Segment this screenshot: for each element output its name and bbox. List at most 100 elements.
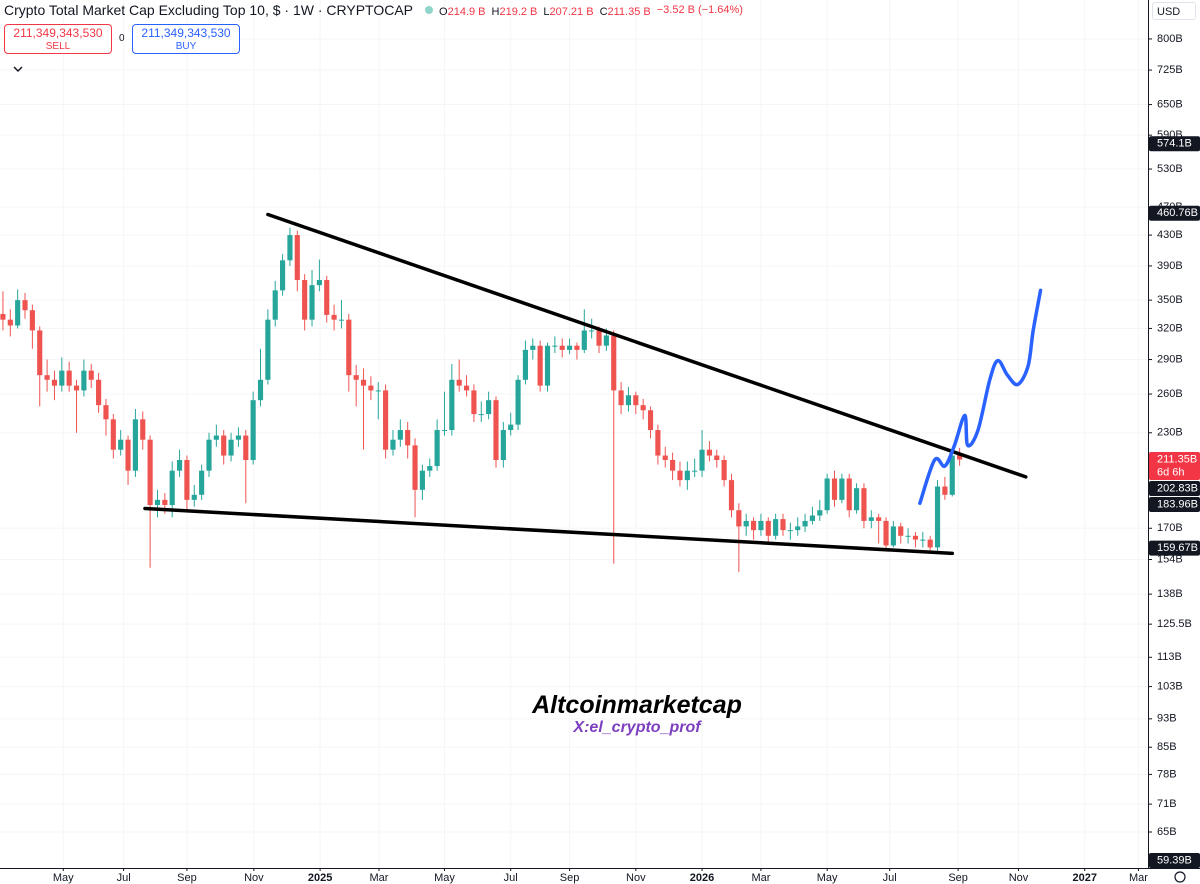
y-tick-label: 154B — [1157, 553, 1183, 565]
candle-body — [125, 439, 131, 471]
candle-body — [324, 280, 330, 315]
candle-body — [427, 466, 433, 471]
candle-body — [51, 379, 58, 386]
candle-body — [213, 435, 219, 440]
candle-body — [29, 310, 35, 331]
candle-body — [383, 390, 389, 450]
candle-body — [15, 300, 21, 326]
candle-body — [257, 379, 264, 401]
candle-body — [221, 435, 227, 456]
y-tick-label: 230B — [1157, 427, 1183, 439]
candle-body — [397, 430, 403, 440]
ohlc-key: O — [439, 5, 448, 18]
candle-body — [728, 480, 735, 511]
y-tick-label: 530B — [1157, 163, 1183, 175]
x-tick-label: 2026 — [690, 872, 714, 884]
y-tick-label: 103B — [1157, 680, 1183, 692]
candle-body — [235, 435, 242, 440]
candle-body — [434, 430, 440, 467]
axes: 800B725B650B590B530B470B430B390B350B320B… — [53, 33, 1192, 884]
grid — [0, 0, 1148, 868]
candle-body — [589, 330, 595, 332]
candle-body — [699, 449, 705, 471]
price-tag — [1149, 205, 1200, 221]
ohlc-legend: O214.9 B H219.2 B L207.21 B C211.35 B — [439, 3, 657, 18]
y-tick-label: 725B — [1157, 64, 1183, 76]
x-tick-label: May — [817, 872, 838, 884]
candle-body — [390, 439, 396, 450]
candle-body — [353, 375, 359, 380]
candle-body — [736, 510, 742, 527]
candle-body — [949, 455, 955, 495]
chart-title: Crypto Total Market Cap Excluding Top 10… — [4, 2, 414, 18]
candle-body — [162, 499, 168, 505]
x-tick-label: Jul — [504, 872, 518, 884]
candle-body — [441, 430, 448, 432]
ohlc-key: H — [491, 5, 500, 18]
y-tick-label: 800B — [1157, 33, 1183, 45]
candle-body — [375, 390, 381, 392]
candle-body — [59, 370, 65, 386]
candle-body — [206, 439, 212, 471]
buy-button[interactable]: 211,349,343,530 BUY — [132, 24, 240, 54]
price-tag — [1149, 136, 1200, 152]
candle-body — [868, 517, 874, 521]
trend-line — [143, 506, 955, 556]
candle-body — [809, 515, 816, 521]
x-tick-label: Mar — [751, 872, 770, 884]
settings-icon[interactable] — [1174, 871, 1186, 883]
candle-body — [154, 499, 161, 505]
y-tick-label: 125.5B — [1157, 618, 1192, 630]
candle-body — [360, 379, 367, 386]
candle-body — [0, 313, 6, 320]
candle-body — [787, 530, 793, 532]
y-tick-label: 350B — [1157, 294, 1183, 306]
candle-body — [243, 435, 249, 461]
price-tag-label: 574.1B — [1157, 138, 1192, 150]
y-tick-label: 138B — [1157, 588, 1183, 600]
price-tag — [1149, 496, 1200, 512]
candle-body — [692, 470, 698, 472]
candle-body — [876, 517, 882, 521]
candle-body — [346, 319, 352, 376]
price-tag-label: 202.83B — [1157, 482, 1198, 494]
change: −3.52 B (−1.64%) — [656, 4, 743, 16]
sell-button[interactable]: 211,349,343,530 SELL — [4, 24, 112, 54]
candle-body — [66, 370, 72, 386]
x-tick-label: May — [434, 872, 455, 884]
y-tick-label: 78B — [1157, 768, 1177, 780]
hand-drawn-path — [918, 288, 1043, 506]
candle-body — [670, 460, 676, 471]
y-tick-label: 390B — [1157, 260, 1183, 272]
x-tick-label: Jul — [117, 872, 131, 884]
candle-body — [530, 345, 536, 350]
sell-price: 211,349,343,530 — [13, 26, 103, 40]
x-tick-label: 2025 — [308, 872, 332, 884]
candle-body — [508, 424, 514, 431]
candle-body — [368, 385, 374, 391]
x-tick-label: Sep — [177, 872, 197, 884]
currency-button[interactable]: USD — [1152, 2, 1196, 20]
candle-body — [934, 486, 941, 548]
candle-body — [309, 285, 315, 320]
candle-body — [493, 400, 499, 461]
candle-body — [522, 349, 529, 380]
candle-body — [780, 519, 786, 531]
candle-body — [228, 439, 234, 456]
x-tick-label: Jul — [883, 872, 897, 884]
chevron — [13, 66, 23, 73]
collapse-chevron[interactable] — [12, 64, 24, 74]
watermark-subtitle: X:el_crypto_prof — [573, 719, 701, 736]
ohlc-value: 219.2 B — [499, 5, 538, 18]
candle-body — [110, 419, 116, 450]
candle-body — [662, 455, 668, 461]
candle-body — [103, 405, 109, 420]
price-tag-label: 59.39B — [1157, 854, 1192, 866]
candle-body — [714, 455, 720, 461]
y-tick-label: 85B — [1157, 741, 1177, 753]
candle-body — [567, 345, 573, 350]
candle-body — [250, 400, 256, 461]
trend-line — [266, 212, 1028, 479]
y-tick-label: 113B — [1157, 651, 1182, 663]
